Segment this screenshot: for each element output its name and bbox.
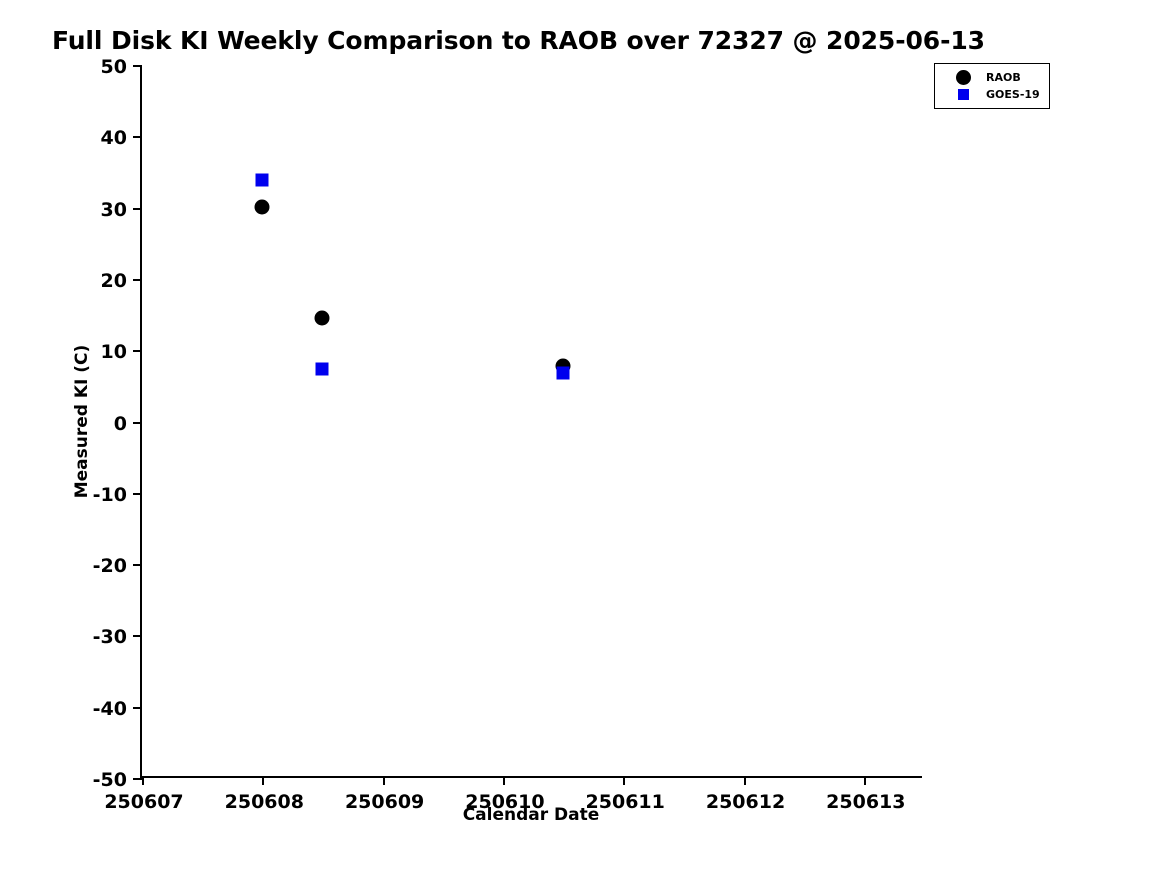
x-axis-tick: 250609 [345, 776, 424, 813]
chart-legend: RAOB GOES-19 [934, 63, 1050, 109]
x-axis-tick-label: 250607 [104, 791, 184, 813]
y-axis-tick-label: -30 [92, 626, 127, 649]
x-axis-tick-label: 250611 [585, 791, 665, 813]
y-axis-tick: -50 [93, 769, 142, 791]
y-axis-tick-label: -10 [92, 483, 127, 506]
x-axis-tick: 250608 [225, 776, 304, 813]
y-axis-label: Measured KI (C) [72, 344, 92, 499]
legend-circle-icon [955, 70, 971, 85]
x-axis-tick: 250607 [104, 776, 184, 813]
x-axis-tick-label: 250610 [465, 791, 545, 813]
x-axis-tick-label: 250609 [344, 791, 425, 813]
data-point-goes-19 [556, 366, 570, 380]
y-axis-tick: -20 [93, 555, 142, 577]
plot-area: 50 40 30 20 10 0 -10 -20 -30 -40 -50 250607 250608 25… [93, 56, 922, 813]
x-axis-tick: 250611 [586, 776, 665, 813]
legend-marker-box [942, 89, 984, 100]
data-point-goes-19 [255, 173, 269, 187]
y-axis-tick-label: 40 [100, 127, 127, 150]
legend-entry[interactable]: GOES-19 [942, 86, 1040, 103]
x-axis-label: Calendar Date [462, 805, 600, 825]
legend-label: GOES-19 [986, 88, 1040, 101]
legend-label: RAOB [986, 71, 1021, 84]
y-axis-tick-label: -20 [92, 555, 127, 578]
x-axis-tick-label: 250612 [705, 791, 786, 813]
y-axis-tick: 10 [101, 341, 142, 363]
x-axis-tick-label: 250608 [224, 791, 304, 813]
legend-entry[interactable]: RAOB [942, 69, 1040, 86]
y-axis-tick-label: 0 [113, 412, 127, 435]
y-axis-tick-label: 30 [100, 198, 127, 221]
y-axis-tick: 0 [114, 413, 142, 435]
legend-marker-box [942, 70, 984, 85]
x-axis-tick: 250610 [465, 776, 545, 813]
y-axis-tick: 30 [101, 199, 142, 221]
x-axis-tick: 250613 [826, 776, 906, 813]
data-point-raob [314, 310, 330, 326]
x-axis-tick: 250612 [706, 776, 785, 813]
y-axis-tick: 20 [101, 270, 142, 292]
y-axis-tick-label: -50 [92, 769, 127, 791]
y-axis-tick-label: 50 [100, 56, 127, 78]
data-point-raob [254, 199, 270, 215]
page-title: Full Disk KI Weekly Comparison to RAOB o… [52, 26, 985, 55]
y-axis-tick: -10 [93, 484, 142, 506]
y-axis-tick-label: 20 [100, 269, 127, 292]
data-point-goes-19 [315, 362, 329, 376]
y-axis-tick-label: -40 [92, 697, 127, 720]
legend-square-icon [957, 89, 969, 100]
x-axis-tick-label: 250613 [826, 791, 906, 813]
y-axis-tick-label: 10 [100, 341, 127, 364]
y-axis-tick: -30 [93, 626, 142, 648]
y-axis-tick: -40 [93, 698, 142, 720]
y-axis-tick: 40 [101, 127, 142, 149]
y-axis-tick: 50 [101, 56, 142, 78]
